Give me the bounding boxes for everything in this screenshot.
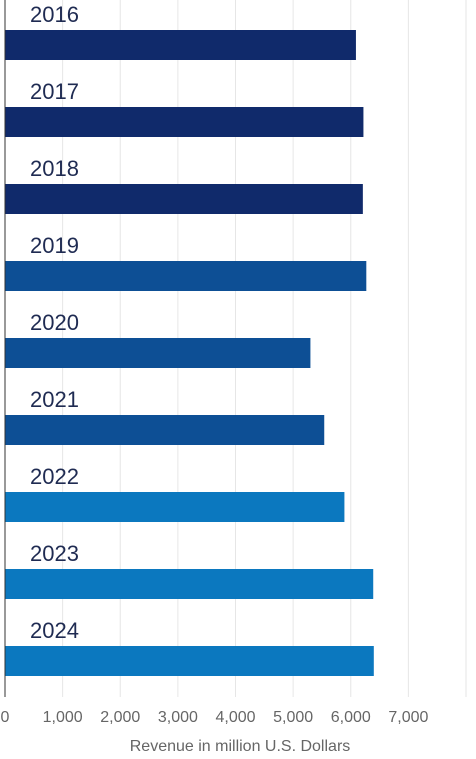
- bars-layer: [5, 30, 374, 676]
- category-label-2022: 2022: [30, 464, 79, 489]
- bar-2022[interactable]: [5, 492, 345, 522]
- category-label-2020: 2020: [30, 310, 79, 335]
- bar-2019[interactable]: [5, 261, 367, 291]
- category-label-2018: 2018: [30, 156, 79, 181]
- x-tick-label-4000: 4,000: [215, 709, 255, 726]
- x-axis: 0 1,000 2,000 3,000 4,000 5,000 6,000 7,000: [1, 0, 428, 726]
- category-label-2019: 2019: [30, 233, 79, 258]
- category-label-2021: 2021: [30, 387, 79, 412]
- bar-2023[interactable]: [5, 569, 374, 599]
- category-label-2023: 2023: [30, 541, 79, 566]
- x-tick-label-3000: 3,000: [158, 709, 198, 726]
- bar-2024[interactable]: [5, 646, 374, 676]
- bar-2016[interactable]: [5, 30, 356, 60]
- x-tick-label-0: 0: [1, 709, 10, 726]
- x-tick-label-5000: 5,000: [273, 709, 313, 726]
- bar-2017[interactable]: [5, 107, 364, 137]
- category-label-2017: 2017: [30, 79, 79, 104]
- bar-2020[interactable]: [5, 338, 311, 368]
- category-labels-layer: 2016 2017 2018 2019 2020 2021 2022 2023 2024: [30, 2, 79, 643]
- category-label-2024: 2024: [30, 618, 79, 643]
- x-tick-label-2000: 2,000: [100, 709, 140, 726]
- x-tick-label-7000: 7,000: [388, 709, 428, 726]
- category-label-2016: 2016: [30, 2, 79, 27]
- bar-2018[interactable]: [5, 184, 363, 214]
- x-axis-title: Revenue in million U.S. Dollars: [130, 738, 351, 755]
- x-tick-label-1000: 1,000: [43, 709, 83, 726]
- bar-2021[interactable]: [5, 415, 325, 445]
- x-tick-label-6000: 6,000: [331, 709, 371, 726]
